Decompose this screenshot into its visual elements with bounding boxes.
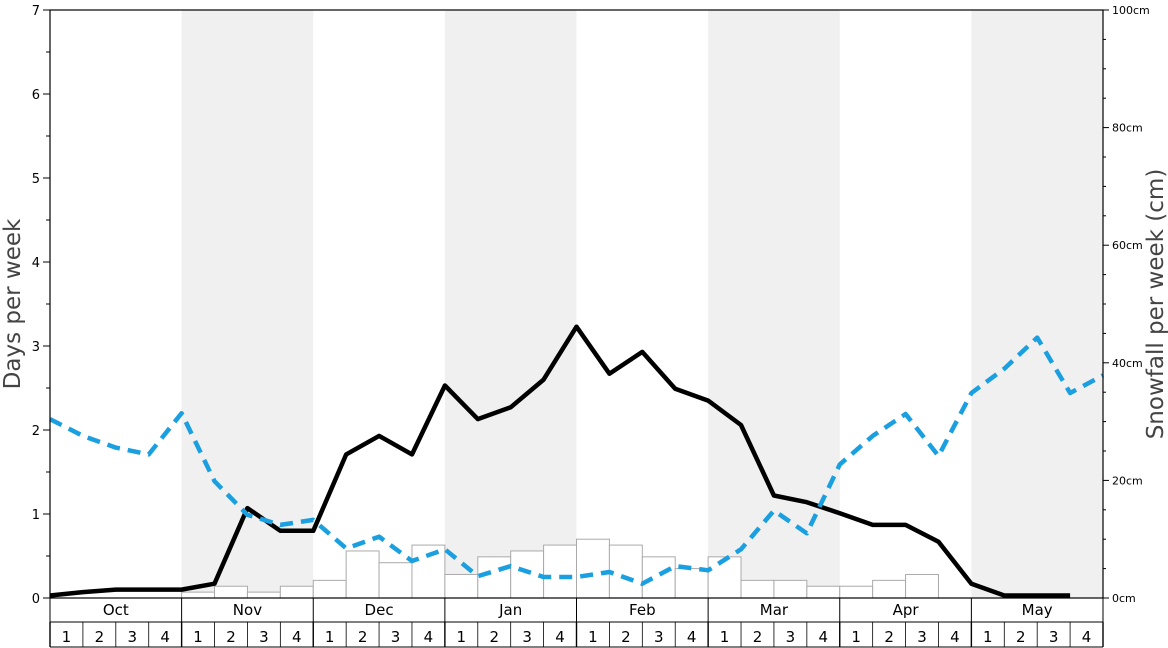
week-label: 3 [1049,628,1059,646]
snowfall-bar [444,573,479,599]
right-tick-label: 80cm [1112,122,1143,135]
month-label: May [1022,601,1053,619]
snowfall-bar [279,585,314,599]
snowfall-bar [839,585,874,599]
week-label: 3 [654,628,664,646]
week-label: 3 [522,628,532,646]
left-tick-label: 5 [32,172,40,187]
month-label: Oct [103,601,129,619]
snowfall-bar [806,585,841,599]
week-label: 2 [884,628,894,646]
snowfall-bar [214,585,248,599]
snowfall-bar [181,591,216,599]
snowfall-bar [773,579,808,599]
left-tick-label: 6 [32,88,40,103]
right-tick-label: 0cm [1112,592,1136,605]
week-label: 1 [983,628,993,646]
right-axis-label: Snowfall per week (cm) [1143,169,1168,440]
snowfall-bar [641,556,676,599]
left-tick-label: 0 [32,592,40,607]
week-label: 1 [325,628,335,646]
month-band-nov [181,10,314,598]
left-axis-label: Days per week [0,218,26,389]
week-axis: 1 2 3 4 1 2 3 4 1 2 3 4 1 2 3 4 1 2 3 4 1 2 3 4 1 2 3 4 1 2 3 4 [49,622,1104,648]
week-label: 4 [1082,628,1092,646]
series-lines [48,324,1105,598]
left-tick-label: 2 [32,424,40,439]
week-label: 4 [160,628,170,646]
month-band-mar [708,10,840,598]
snowfall-bar [740,579,775,599]
week-label: 4 [424,628,434,646]
week-label: 4 [687,628,697,646]
snowfall-bar [872,579,907,599]
snowfall-bar [345,550,380,599]
week-label: 2 [358,628,368,646]
month-label: Apr [893,601,920,619]
week-label: 1 [720,628,730,646]
snowfall-bar [378,562,413,599]
week-label: 2 [489,628,499,646]
left-tick-label: 3 [32,340,40,355]
week-label: 2 [226,628,236,646]
left-axis: 0 1 2 3 4 5 6 7 [32,4,50,607]
snowfall-bar [246,591,281,599]
snowfall-bar [477,556,512,599]
week-label: 3 [917,628,927,646]
week-label: 1 [457,628,467,646]
left-tick-label: 4 [32,256,40,271]
snowfall-bar [411,544,446,599]
week-label: 1 [851,628,861,646]
week-label: 3 [259,628,269,646]
right-axis: 0cm 20cm 40cm 60cm 80cm 100cm [1103,4,1150,605]
snowfall-bar [510,550,545,599]
right-tick-label: 40cm [1112,357,1143,370]
snowfall-bar [905,573,939,599]
left-tick-label: 7 [32,4,40,19]
snowfall-bar [312,579,347,599]
month-label: Dec [365,601,394,619]
week-label: 2 [1016,628,1026,646]
week-label: 2 [621,628,631,646]
snowfall-bar [674,568,709,599]
week-label: 3 [391,628,401,646]
month-shading [181,10,1103,598]
week-label: 1 [193,628,203,646]
right-tick-label: 100cm [1112,4,1150,17]
month-label: Mar [760,601,789,619]
week-label: 1 [62,628,72,646]
week-label: 3 [786,628,796,646]
week-label: 4 [950,628,960,646]
week-label: 3 [127,628,137,646]
solid-series-line [49,324,1071,598]
week-label: 2 [753,628,763,646]
month-axis: Oct Nov Dec Jan Feb Mar Apr May [49,598,1104,623]
week-label: 1 [588,628,598,646]
week-label: 4 [819,628,829,646]
snowfall-bar [608,544,643,599]
month-label: Feb [629,601,656,619]
month-band-may [971,10,1103,598]
month-band-jan [444,10,577,598]
snowfall-bars [181,538,939,599]
right-tick-label: 20cm [1112,474,1143,487]
month-label: Nov [233,601,262,619]
left-tick-label: 1 [32,508,40,523]
week-label: 4 [555,628,565,646]
snowfall-bar [707,556,742,599]
snowfall-bar [543,544,577,599]
right-tick-label: 60cm [1112,239,1143,252]
snowfall-bar [576,538,610,599]
week-label: 2 [95,628,105,646]
month-label: Jan [498,601,522,619]
week-label: 4 [292,628,302,646]
